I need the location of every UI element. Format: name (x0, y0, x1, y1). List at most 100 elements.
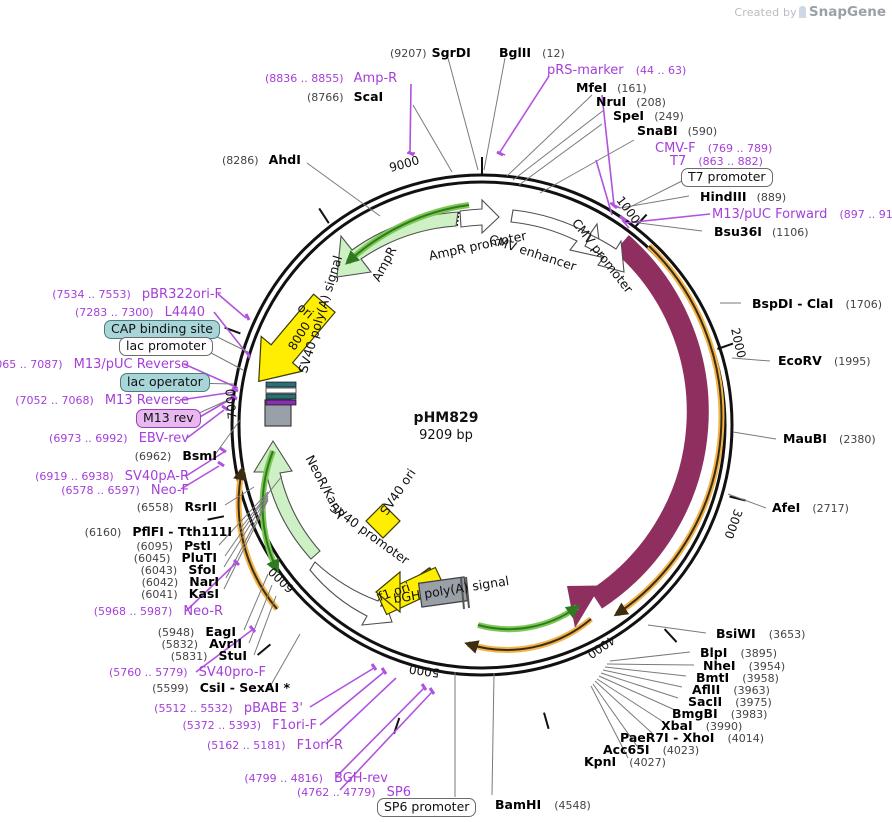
primer-label-l4440[interactable]: (7283 .. 7300) L4440 (75, 303, 205, 319)
primer-name: BGH-rev (334, 771, 388, 786)
feature-lac-cluster (265, 381, 297, 406)
primer-name: F1ori-F (272, 718, 317, 733)
enzyme-label-xbai[interactable]: XbaI (3990) (661, 717, 742, 733)
feature-ampr-promoter-arrow (459, 198, 500, 235)
enzyme-label-snabi[interactable]: SnaBI (590) (637, 122, 717, 138)
primer-name: SV40pro-F (198, 665, 266, 680)
primer-label-amp-r[interactable]: (8836 .. 8855) Amp-R (265, 69, 397, 85)
enzyme-label-sacii[interactable]: SacII (3975) (688, 693, 772, 709)
primer-label-pbr322ori-f[interactable]: (7534 .. 7553) pBR322ori-F (52, 285, 222, 301)
enzyme-name: KasI (188, 586, 219, 601)
enzyme-label-bsiwi[interactable]: BsiWI (3653) (716, 625, 805, 641)
primer-label-bgh-rev[interactable]: (4799 .. 4816) BGH-rev (244, 769, 388, 785)
primer-label-f1ori-f[interactable]: (5372 .. 5393) F1ori-F (183, 716, 317, 732)
enzyme-name: BmtI (696, 670, 730, 685)
enzyme-label-pluti[interactable]: (6045) PluTI (134, 549, 217, 565)
enzyme-name: PstI (183, 538, 211, 553)
enzyme-name: BmgBI (672, 706, 718, 721)
boxed-label-m13-rev[interactable]: M13 rev (136, 409, 201, 429)
enzyme-label-eagi[interactable]: (5948) EagI (158, 623, 236, 639)
enzyme-label-bspdi-clai[interactable]: BspDI - ClaI (1706) (752, 295, 882, 311)
primer-name: Neo-F (150, 483, 189, 498)
enzyme-label-blpi[interactable]: BlpI (3895) (700, 644, 777, 660)
enzyme-label-nrui[interactable]: NruI (208) (596, 93, 666, 109)
primer-label-m13-reverse[interactable]: (7052 .. 7068) M13 Reverse (15, 391, 189, 407)
primer-label-ebv-rev[interactable]: (6973 .. 6992) EBV-rev (49, 429, 189, 445)
enzyme-label-ecorv[interactable]: EcoRV (1995) (778, 352, 871, 368)
enzyme-label-kasi[interactable]: (6041) KasI (141, 585, 219, 601)
enzyme-label-bglii[interactable]: BglII (12) (499, 44, 565, 60)
enzyme-label-aflii[interactable]: AflII (3963) (692, 681, 770, 697)
enzyme-position: (4023) (662, 744, 700, 757)
enzyme-name: EagI (205, 624, 236, 639)
enzyme-position: (5831) (170, 650, 208, 663)
enzyme-position: (3653) (768, 628, 806, 641)
enzyme-label-scai[interactable]: (8766) ScaI (307, 88, 383, 104)
enzyme-label-ahdi[interactable]: (8286) AhdI (222, 151, 301, 167)
enzyme-name: KpnI (584, 754, 617, 769)
boxed-label-lac-promoter[interactable]: lac promoter (119, 337, 213, 357)
primer-label-t7[interactable]: T7 (863 .. 882) (670, 152, 763, 168)
enzyme-label-pflfi-tth111i[interactable]: (6160) PflFI - Tth111I (85, 523, 232, 539)
primer-label-prs-marker[interactable]: pRS-marker (44 .. 63) (547, 61, 686, 77)
enzyme-name: PluTI (181, 550, 217, 565)
enzyme-label-bsu36i[interactable]: Bsu36I (1106) (714, 223, 809, 239)
primer-name: EBV-rev (138, 431, 189, 446)
primer-label-m13-puc-forward[interactable]: M13/pUC Forward (897 .. 919) (712, 205, 892, 221)
primer-label-f1ori-r[interactable]: (5162 .. 5181) F1ori-R (207, 736, 343, 752)
primer-label-sv40pro-f[interactable]: (5760 .. 5779) SV40pro-F (109, 663, 266, 679)
enzyme-label-nari[interactable]: (6042) NarI (142, 573, 219, 589)
leader-lines-enzymes (213, 57, 777, 796)
enzyme-name: SpeI (613, 108, 645, 123)
enzyme-label-bamhi[interactable]: BamHI (4548) (495, 796, 591, 812)
enzyme-position: (6042) (141, 576, 179, 589)
enzyme-position: (4014) (727, 732, 765, 745)
primer-label-pbabe-3p[interactable]: (5512 .. 5532) pBABE 3' (154, 699, 303, 715)
enzyme-label-nhei[interactable]: NheI (3954) (703, 657, 785, 673)
enzyme-name: ScaI (353, 89, 384, 104)
ruler-tick-7000: 7000 (222, 388, 240, 420)
primer-range: (5372 .. 5393) (182, 719, 262, 732)
enzyme-position: (3958) (742, 672, 779, 685)
enzyme-label-paer7i-xhoi[interactable]: PaeR7I - XhoI (4014) (620, 729, 764, 745)
enzyme-label-bmti[interactable]: BmtI (3958) (696, 669, 779, 685)
plasmid-name: pHM829 9209 bp (0, 410, 892, 443)
enzyme-label-maubi[interactable]: MauBI (2380) (783, 430, 876, 446)
enzyme-label-rsrii[interactable]: (6558) RsrII (137, 498, 217, 514)
primer-label-neo-r[interactable]: (5968 .. 5987) Neo-R (94, 602, 223, 618)
enzyme-label-sgrdi[interactable]: (9207) SgrDI (390, 44, 471, 60)
enzyme-label-spei[interactable]: SpeI (249) (613, 107, 684, 123)
enzyme-name: BglII (499, 45, 532, 60)
boxed-label-sp6-promoter[interactable]: SP6 promoter (377, 798, 477, 818)
primer-arc-orange-bottom (467, 616, 593, 653)
boxed-label-lac-operator[interactable]: lac operator (120, 373, 210, 393)
enzyme-label-sfoi[interactable]: (6043) SfoI (141, 561, 216, 577)
feature-sv40-promoter-arrow (309, 561, 393, 626)
enzyme-label-hindiii[interactable]: HindIII (889) (700, 188, 786, 204)
enzyme-label-acc65i[interactable]: Acc65I (4023) (603, 741, 699, 757)
enzyme-label-kpni[interactable]: KpnI (4027) (584, 753, 666, 769)
boxed-label-t7-promoter[interactable]: T7 promoter (681, 168, 773, 188)
enzyme-name: BsmI (182, 448, 217, 463)
primer-range: (6919 .. 6938) (35, 470, 114, 483)
primer-label-neo-f[interactable]: (6578 .. 6597) Neo-F (61, 481, 189, 497)
enzyme-name: SgrDI (431, 45, 471, 60)
enzyme-label-bmgbi[interactable]: BmgBI (3983) (672, 705, 767, 721)
primer-arc-green-bottom-core (477, 604, 581, 631)
primer-label-m13-puc-reverse[interactable]: (7065 .. 7087) M13/pUC Reverse (0, 355, 189, 371)
enzyme-label-afei[interactable]: AfeI (2717) (772, 499, 849, 515)
enzyme-label-csii-sexai[interactable]: (5599) CsiI - SexAI * (152, 679, 290, 695)
primer-name: Neo-R (183, 604, 223, 619)
feature-cmv-enhancer-arrow (510, 209, 602, 258)
primer-label-sp6[interactable]: (4762 .. 4779) SP6 (297, 783, 411, 799)
primer-name: M13/pUC Forward (712, 207, 828, 222)
primer-label-cmv-f[interactable]: CMV-F (769 .. 789) (655, 139, 772, 155)
enzyme-label-mfei[interactable]: MfeI (161) (576, 79, 647, 95)
enzyme-label-bsmi[interactable]: (6962) BsmI (135, 447, 217, 463)
enzyme-label-psti[interactable]: (6095) PstI (136, 537, 211, 553)
primer-label-sv40pa-r[interactable]: (6919 .. 6938) SV40pA-R (35, 467, 189, 483)
enzyme-label-avrii[interactable]: (5832) AvrII (161, 635, 242, 651)
enzyme-position: (3990) (705, 720, 743, 733)
enzyme-label-stui[interactable]: (5831) StuI (171, 647, 247, 663)
